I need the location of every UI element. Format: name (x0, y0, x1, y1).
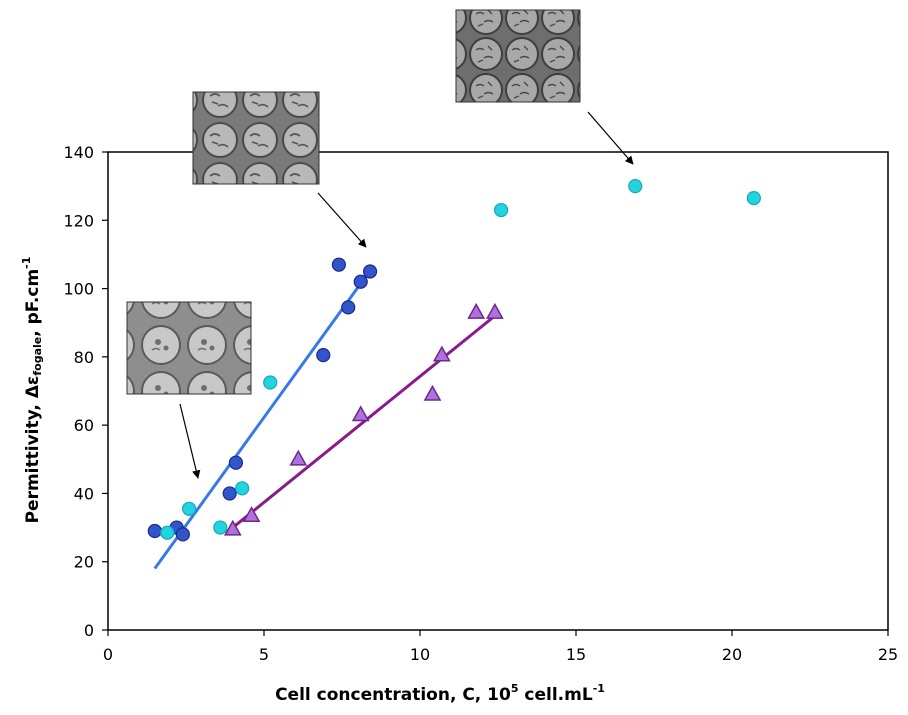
data-point-circle-series-0 (341, 300, 356, 315)
y-tick-label: 0 (84, 621, 94, 640)
x-tick-label: 25 (878, 645, 898, 664)
x-axis-ticks: 0 5 10 15 20 25 (103, 630, 898, 664)
data-point-circle-series-0 (353, 274, 368, 289)
data-point-triangle (242, 506, 261, 522)
data-point-circle-series-1 (746, 190, 761, 206)
micrograph-inset-low (126, 301, 252, 395)
data-point-circle-series-1 (235, 481, 250, 496)
data-point-triangle (467, 302, 486, 319)
data-point-circle-series-1 (182, 501, 197, 516)
arrow-mid (317, 192, 367, 248)
x-tick-label: 20 (722, 645, 742, 664)
x-tick-label: 0 (103, 645, 113, 664)
y-tick-label: 40 (74, 484, 94, 503)
x-tick-label: 5 (259, 645, 269, 664)
data-point-circle-series-0 (316, 348, 331, 363)
data-point-circle-series-0 (362, 264, 378, 279)
y-axis-label: Permittivity, Δεfogale, pF.cm-1 (20, 257, 44, 524)
y-tick-label: 80 (74, 348, 94, 367)
y-tick-label: 20 (74, 553, 94, 572)
fit-lines (153, 274, 496, 570)
x-tick-label: 15 (566, 645, 586, 664)
micrograph-inset-mid (192, 91, 320, 185)
fit-line-series-0 (153, 274, 369, 570)
arrow-high (587, 111, 634, 165)
fit-line-series-2 (231, 314, 496, 529)
data-point-circle-series-1 (494, 202, 509, 218)
data-point-triangle (351, 405, 370, 422)
data-point-circle-series-1 (213, 520, 228, 535)
data-point-circle-series-1 (160, 525, 175, 540)
data-point-triangle (486, 302, 504, 319)
data-point-circle-series-1 (263, 375, 278, 390)
y-tick-label: 60 (74, 416, 94, 435)
data-point-triangle (423, 384, 442, 401)
data-point-triangle (223, 519, 242, 536)
y-tick-label: 140 (63, 143, 94, 162)
data-point-triangle (432, 345, 451, 362)
micrograph-inset-high (455, 9, 581, 103)
x-tick-label: 10 (410, 645, 430, 664)
data-point-circle-series-0 (228, 455, 244, 470)
data-point-triangle (289, 449, 308, 466)
data-point-circle-series-0 (147, 523, 162, 539)
data-point-circle-series-0 (331, 257, 346, 272)
data-point-circle-series-0 (222, 486, 237, 501)
y-tick-label: 120 (63, 211, 94, 230)
y-axis-ticks: 0 20 40 60 80 100 120 140 (63, 143, 108, 640)
plot-area-frame (107, 151, 889, 631)
y-tick-label: 100 (63, 280, 94, 299)
data-points (147, 179, 761, 542)
x-axis-label: Cell concentration, C, 105 cell.mL-1 (275, 682, 605, 705)
arrow-low (179, 403, 201, 479)
data-point-circle-series-1 (628, 179, 643, 194)
data-point-circle-series-0 (175, 527, 190, 542)
